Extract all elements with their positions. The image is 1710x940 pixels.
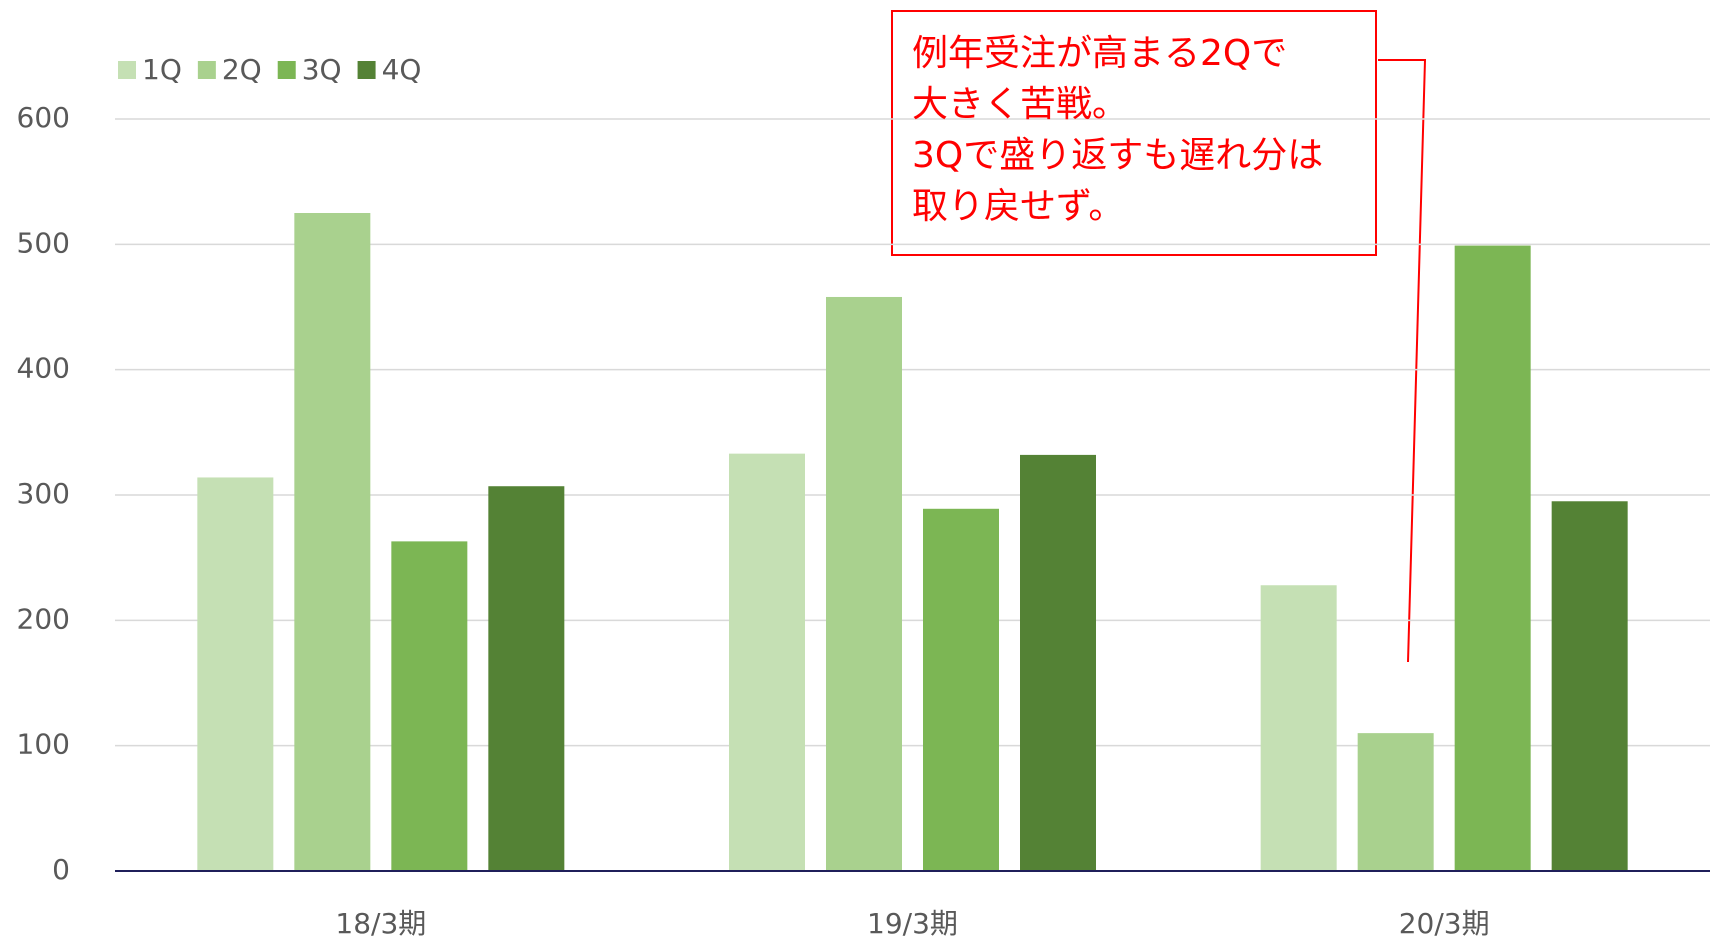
legend-swatch: [277, 61, 296, 79]
legend-swatch: [118, 61, 136, 79]
bar: [1020, 454, 1096, 871]
x-tick-label: 19/3期: [867, 907, 958, 940]
y-tick-label: 100: [17, 728, 70, 761]
bar: [729, 453, 805, 871]
y-tick-label: 300: [17, 477, 70, 510]
y-tick-label: 400: [17, 352, 70, 385]
y-tick-label: 500: [17, 226, 70, 259]
legend-swatch: [197, 61, 216, 79]
bar: [1454, 245, 1531, 871]
legend-label: 4Q: [382, 53, 422, 86]
annotation-box: [891, 10, 1377, 256]
bar: [1551, 501, 1628, 871]
annotation-text: 取り戻せず。: [912, 186, 1124, 227]
annotation-text: 3Qで盛り返すも遅れ分は: [912, 135, 1323, 176]
y-tick-label: 0: [52, 853, 70, 886]
x-tick-label: 18/3期: [335, 907, 426, 940]
legend-label: 1Q: [142, 53, 182, 86]
bar: [197, 477, 274, 871]
annotation-pointer: [1378, 59, 1427, 663]
bar: [1357, 733, 1434, 871]
legend-label: 2Q: [222, 53, 262, 86]
bar: [1260, 585, 1337, 871]
bar: [294, 213, 371, 871]
bar: [488, 486, 565, 871]
legend-swatch: [357, 61, 376, 79]
annotation-text: 大きく苦戦。: [912, 84, 1128, 125]
y-tick-label: 200: [17, 602, 70, 635]
legend-label: 3Q: [302, 53, 342, 86]
annotation-text: 例年受注が高まる2Qで: [912, 33, 1287, 74]
bar: [923, 508, 999, 871]
y-tick-label: 600: [17, 101, 70, 134]
x-tick-label: 20/3期: [1399, 907, 1490, 940]
bar: [391, 541, 468, 871]
bar: [826, 296, 902, 871]
